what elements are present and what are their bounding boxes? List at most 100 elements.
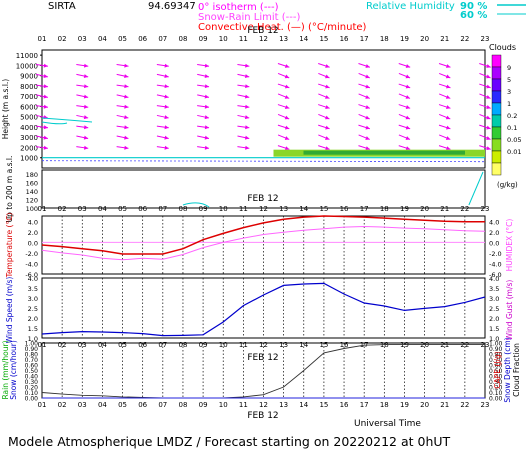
clouds-scale-label: 1 xyxy=(507,100,511,108)
wind-arrow-head xyxy=(124,115,129,120)
clouds-scale-swatch xyxy=(491,54,502,68)
wind-arrow-head xyxy=(83,145,89,150)
fraction-tick-label: 0.40 xyxy=(489,374,503,381)
wind-arrow xyxy=(398,104,411,109)
height-tick-label: 3000 xyxy=(20,134,38,142)
wind-arrow-head xyxy=(43,104,48,109)
hour-tick-label: 13 xyxy=(279,205,288,213)
wind-arrow-head xyxy=(486,74,491,79)
snow-depth-axis-label: Snow Depth (cm) xyxy=(503,337,512,402)
wind-arrow-head xyxy=(164,74,169,79)
cloud-fraction-axis-label: Cloud Fraction xyxy=(512,343,521,397)
precip-tick-label: 0.70 xyxy=(25,357,39,364)
height-tick-label: 9000 xyxy=(20,73,38,81)
wind-arrow-head xyxy=(325,146,330,150)
wind-arrow-head xyxy=(284,125,290,130)
wind-arrow xyxy=(76,135,89,140)
wind-arrow-head xyxy=(244,94,250,99)
hour-tick-label: 10 xyxy=(219,401,228,409)
wind-arrow xyxy=(35,84,49,89)
wind-arrow-head xyxy=(164,115,169,120)
wind-arrow-head xyxy=(164,84,169,89)
series-line-wind xyxy=(41,282,486,337)
hour-tick-label: 17 xyxy=(360,35,369,43)
wind-arrow-head xyxy=(405,146,411,150)
wind-arrow-head xyxy=(204,125,210,130)
wind-arrow xyxy=(36,94,48,99)
height-tick-label: 5000 xyxy=(20,114,38,122)
height-tick-label: 2000 xyxy=(20,144,38,152)
clouds-scale-swatch xyxy=(491,150,502,164)
clouds-scale-swatch xyxy=(491,66,502,80)
gust-tick-label: 2.5 xyxy=(489,305,499,313)
wind-arrow-head xyxy=(244,115,250,120)
hour-tick-label: 06 xyxy=(138,401,147,409)
hour-tick-label: 07 xyxy=(158,205,167,213)
wind-arrow-head xyxy=(486,136,491,140)
wind-arrow-head xyxy=(124,94,129,99)
wind-arrow xyxy=(156,125,169,130)
wind-arrow xyxy=(318,134,330,140)
wind-arrow xyxy=(197,145,210,150)
wind-arrow xyxy=(156,94,169,99)
wind-arrow xyxy=(318,93,330,99)
wind-arrow xyxy=(237,94,250,99)
wind-arrow xyxy=(237,84,250,89)
wind-arrow xyxy=(277,63,290,68)
fraction-tick-label: 0.50 xyxy=(489,368,503,375)
wind-arrow xyxy=(398,145,411,150)
wind-arrow xyxy=(156,84,169,89)
wind-arrow xyxy=(197,135,210,140)
hour-tick-label: 10 xyxy=(219,341,228,349)
wind-arrow-head xyxy=(405,105,411,109)
low-tick-label: 120 xyxy=(26,197,38,205)
wind-arrow-head xyxy=(83,104,89,109)
wind-arrow-head xyxy=(164,125,169,130)
wind-arrow-head xyxy=(284,146,290,150)
low-tick-label: 140 xyxy=(26,188,38,196)
wind-arrow xyxy=(358,72,370,79)
fraction-tick-label: 0.90 xyxy=(489,346,503,353)
humidity-contour xyxy=(41,117,93,123)
hour-tick-label: 15 xyxy=(319,401,328,409)
wind-arrow-head xyxy=(124,63,129,68)
wind-arrow-head xyxy=(124,125,129,130)
wind-arrow-head xyxy=(164,94,169,99)
fraction-tick-label: 0.00 xyxy=(489,396,503,403)
wind-arrow-head xyxy=(284,84,290,89)
wind-arrow-head xyxy=(204,74,209,79)
wind-arrow-head xyxy=(284,115,290,120)
wind-arrow xyxy=(277,145,290,150)
clouds-scale-label: 9 xyxy=(507,64,511,72)
hour-tick-label: 11 xyxy=(239,205,248,213)
humidity-contour xyxy=(468,171,484,206)
wind-arrow xyxy=(479,93,491,99)
wind-arrow-head xyxy=(43,125,48,130)
wind-arrow-head xyxy=(446,84,451,89)
wind-arrow-head xyxy=(245,84,250,89)
wind-arrow xyxy=(318,72,330,79)
precip-tick-label: 0.80 xyxy=(25,352,39,359)
fraction-tick-label: 0.10 xyxy=(489,390,503,397)
wind-arrow-head xyxy=(486,64,491,68)
hour-tick-label: 06 xyxy=(138,35,147,43)
precip-tick-label: 0.60 xyxy=(25,363,39,370)
fraction-tick-label: 1.00 xyxy=(489,341,503,348)
wind-arrow-head xyxy=(83,94,89,99)
clouds-scale-swatch xyxy=(491,126,502,140)
clouds-scale-swatch xyxy=(491,162,502,176)
hour-tick-label: 05 xyxy=(118,341,127,349)
wind-arrow-head xyxy=(446,125,451,130)
hour-tick-label: 14 xyxy=(299,341,308,349)
hour-tick-label: 08 xyxy=(178,35,187,43)
wind-arrow xyxy=(358,134,370,140)
snow-axis-label: Snow (cm/hour) xyxy=(9,340,18,400)
wind-arrow xyxy=(398,134,411,140)
wind-arrow xyxy=(438,83,451,89)
temperature-tick-label: -4.0 xyxy=(25,260,38,268)
wind-arrow xyxy=(358,104,371,109)
hour-tick-label: 21 xyxy=(440,35,449,43)
upper-air-frame xyxy=(41,49,486,169)
hour-tick-label: 09 xyxy=(199,35,208,43)
wind-arrow-head xyxy=(204,63,210,68)
